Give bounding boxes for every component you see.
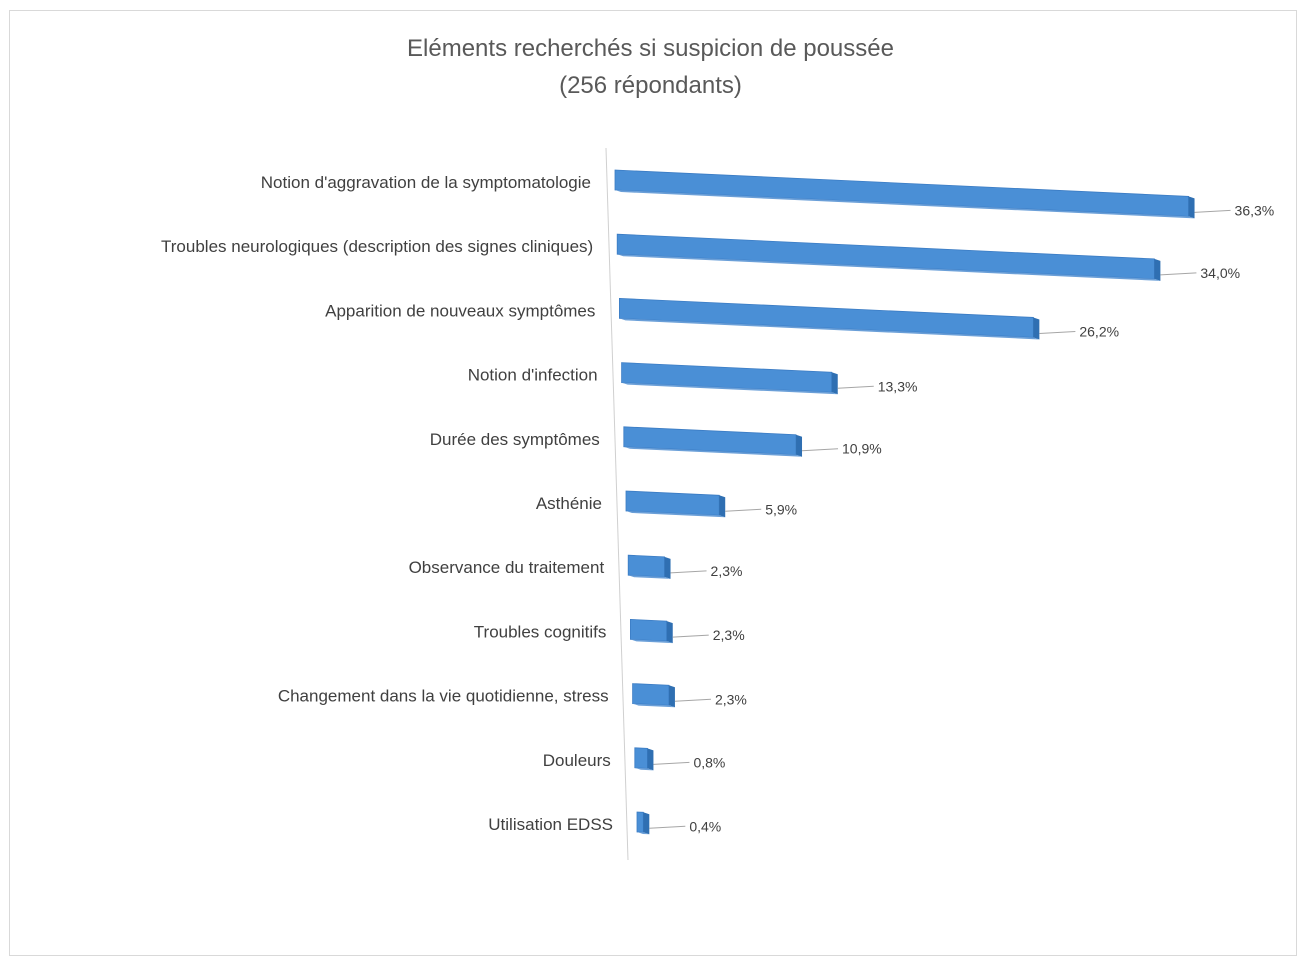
- bar-side: [668, 685, 675, 708]
- data-label: 34,0%: [1200, 265, 1240, 281]
- category-label: Apparition de nouveaux symptômes: [325, 301, 595, 320]
- chart-title: Eléments recherchés si suspicion de pous…: [407, 35, 894, 62]
- data-label: 5,9%: [765, 501, 797, 517]
- bar-bottom: [623, 446, 803, 457]
- bar-side: [643, 812, 650, 835]
- category-axis-line: [605, 147, 629, 861]
- bar-side: [647, 748, 654, 771]
- category-label: Durée des symptômes: [430, 430, 600, 449]
- bar-side: [664, 556, 671, 579]
- data-label: 13,3%: [878, 378, 918, 394]
- category-label: Troubles neurologiques (description des …: [161, 237, 593, 256]
- bar-bottom: [619, 318, 1040, 340]
- category-label: Notion d'aggravation de la symptomatolog…: [261, 173, 591, 192]
- bar-side: [1188, 196, 1195, 219]
- data-label: 0,4%: [689, 818, 721, 834]
- bar-bottom: [626, 511, 726, 518]
- data-label: 36,3%: [1235, 202, 1275, 218]
- bar: [630, 618, 668, 642]
- bar: [616, 233, 1155, 280]
- bar-side: [1033, 317, 1040, 340]
- bar: [632, 683, 670, 706]
- bar-side: [796, 434, 803, 457]
- bar-bottom: [632, 703, 675, 708]
- data-label: 26,2%: [1079, 323, 1119, 339]
- category-label: Douleurs: [543, 751, 611, 770]
- data-label-leader: [674, 698, 711, 702]
- data-label-leader: [1160, 272, 1197, 276]
- bar-side: [666, 621, 673, 644]
- data-label-leader: [801, 448, 839, 452]
- data-label-leader: [670, 570, 707, 574]
- category-label: Asthénie: [536, 494, 602, 513]
- category-label: Utilisation EDSS: [488, 815, 613, 834]
- category-label: Notion d'infection: [468, 366, 598, 385]
- bar: [614, 169, 1189, 217]
- data-label: 2,3%: [713, 627, 745, 643]
- bar: [636, 811, 644, 833]
- bar: [619, 297, 1034, 338]
- bar-bottom: [637, 832, 650, 835]
- bar: [634, 747, 648, 769]
- data-label-leader: [653, 761, 690, 765]
- bar-bottom: [630, 639, 673, 644]
- category-label: Observance du traitement: [409, 558, 605, 577]
- bar-bottom: [615, 190, 1195, 219]
- category-label: Changement dans la vie quotidienne, stre…: [278, 687, 609, 706]
- category-label: Troubles cognitifs: [474, 622, 607, 641]
- bar: [627, 554, 665, 578]
- bar-bottom: [634, 767, 654, 771]
- bar-side: [1154, 258, 1161, 281]
- bar: [623, 426, 797, 456]
- chart-frame: [9, 10, 1297, 956]
- bar-side: [719, 495, 726, 518]
- bar-side: [831, 372, 838, 395]
- data-label: 0,8%: [693, 754, 725, 770]
- data-label-leader: [672, 634, 709, 638]
- bar-bottom: [621, 382, 838, 395]
- data-label: 10,9%: [842, 441, 882, 457]
- bar-bottom: [617, 254, 1161, 281]
- data-label-leader: [649, 825, 686, 829]
- data-label-leader: [1194, 209, 1231, 213]
- data-label-leader: [1039, 330, 1076, 334]
- data-label: 2,3%: [715, 691, 747, 707]
- chart-subtitle: (256 répondants): [559, 72, 742, 99]
- data-label-leader: [725, 508, 762, 512]
- data-label: 2,3%: [711, 563, 743, 579]
- chart-title-block: Eléments recherchés si suspicion de pous…: [0, 30, 1301, 104]
- bar-bottom: [628, 575, 671, 579]
- data-label-leader: [837, 385, 874, 389]
